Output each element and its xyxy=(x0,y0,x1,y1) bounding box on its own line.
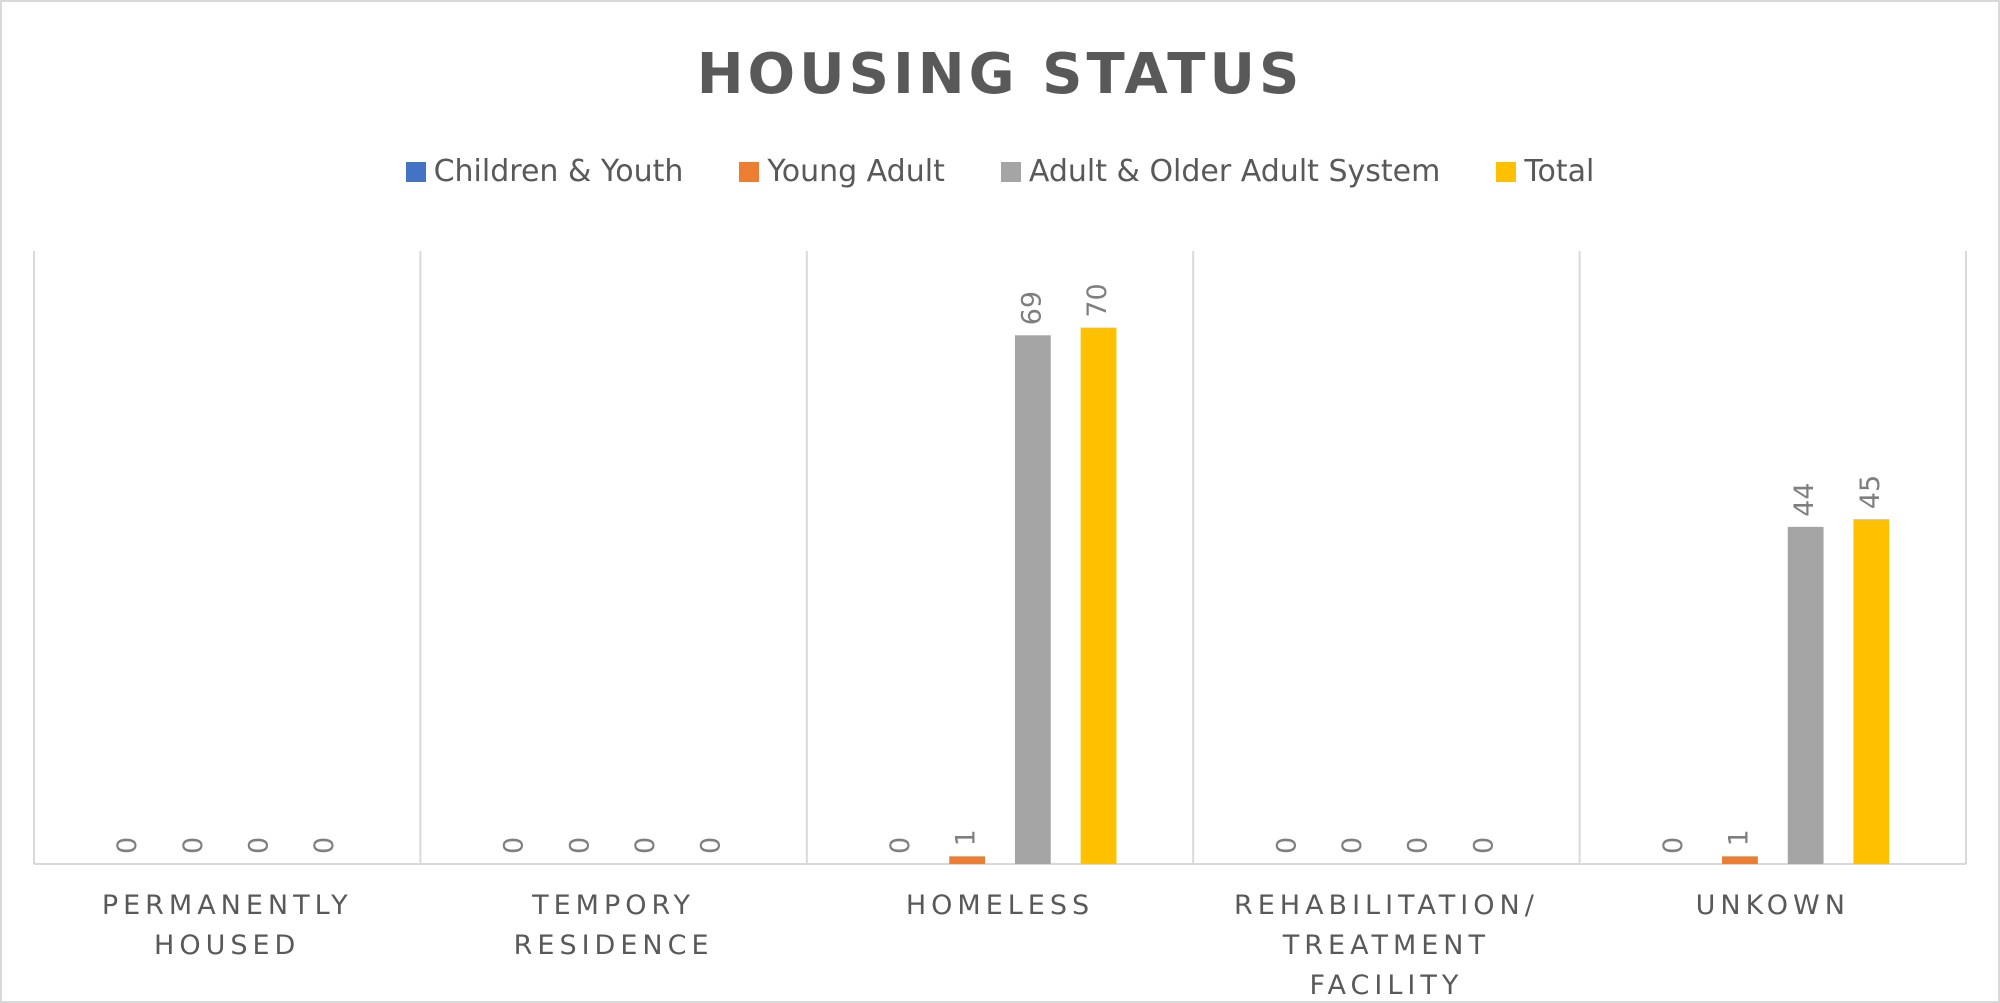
legend-swatch xyxy=(1496,161,1517,182)
data-label: 0 xyxy=(499,837,530,854)
legend-swatch xyxy=(739,161,760,182)
data-label: 0 xyxy=(1468,837,1499,854)
data-label: 0 xyxy=(309,837,340,854)
data-label: 70 xyxy=(1082,283,1113,317)
legend-item: Children & Youth xyxy=(405,154,684,189)
x-tick-label: REHABILITATION/ TREATMENT FACILITY xyxy=(1233,890,1539,1001)
legend-item: Adult & Older Adult System xyxy=(1000,154,1441,189)
bar xyxy=(1722,856,1758,864)
bar xyxy=(1853,519,1890,864)
data-label: 0 xyxy=(178,837,209,854)
legend-label: Adult & Older Adult System xyxy=(1028,154,1441,189)
chart-title: HOUSING STATUS xyxy=(696,42,1304,107)
bar xyxy=(1080,327,1117,864)
data-label: 45 xyxy=(1855,475,1886,509)
x-tick-label: HOMELESS xyxy=(905,890,1095,921)
legend-label: Children & Youth xyxy=(433,154,684,189)
x-tick-label: UNKOWN xyxy=(1695,890,1850,921)
x-tick-label: TEMPORY RESIDENCE xyxy=(513,890,714,961)
legend-swatch xyxy=(1000,161,1021,182)
data-label: 0 xyxy=(564,837,595,854)
data-label: 0 xyxy=(1658,837,1689,854)
x-tick-label: PERMANENTLY HOUSED xyxy=(101,890,353,961)
data-label: 69 xyxy=(1016,291,1047,325)
legend-swatch xyxy=(405,161,426,182)
data-label: 0 xyxy=(885,837,916,854)
data-label: 1 xyxy=(951,829,982,846)
data-label: 0 xyxy=(1271,837,1302,854)
bar xyxy=(949,856,986,864)
data-label: 0 xyxy=(112,837,143,854)
data-label: 0 xyxy=(1403,837,1434,854)
legend-label: Young Adult xyxy=(767,154,945,189)
bar xyxy=(1014,335,1051,865)
legend-item: Total xyxy=(1496,154,1594,189)
data-label: 0 xyxy=(696,837,727,854)
bar xyxy=(1787,526,1824,864)
data-label: 0 xyxy=(244,837,275,854)
data-label: 0 xyxy=(1337,837,1368,854)
legend: Children & Youth Young Adult Adult & Older… xyxy=(2,154,1998,189)
legend-item: Young Adult xyxy=(739,154,945,189)
data-label: 0 xyxy=(630,837,661,854)
data-label: 44 xyxy=(1789,482,1820,516)
data-label: 1 xyxy=(1723,829,1754,846)
legend-label: Total xyxy=(1524,154,1595,189)
